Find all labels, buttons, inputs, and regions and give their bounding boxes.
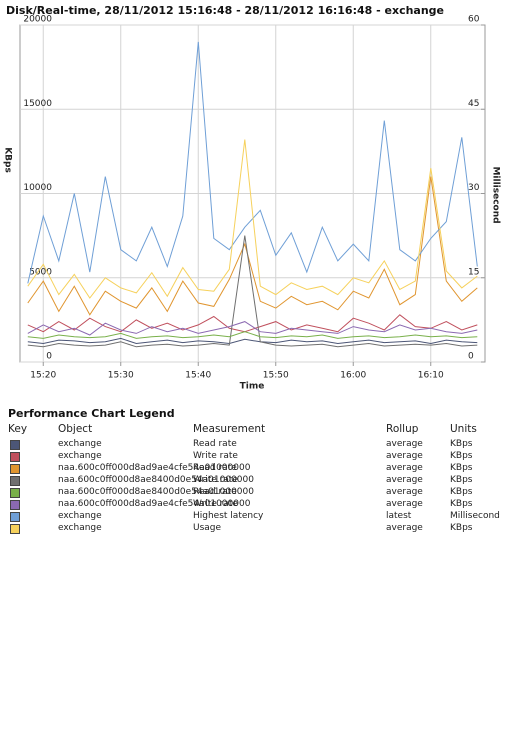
legend-measurement: Read rate [193,463,237,473]
x-tick-label: 15:50 [263,371,289,381]
y2-tick-label: 15 [468,267,479,277]
legend-measurement: Highest latency [193,511,264,521]
header-cell: Units [450,423,477,435]
x-tick-label: 16:00 [340,371,366,381]
series-line [27,41,478,284]
legend-measurement: Read rate [193,487,237,497]
legend-title: Performance Chart Legend [8,407,175,420]
legend-units: KBps [450,499,473,509]
legend-measurement: Write rate [193,475,238,485]
legend-object: naa.600c0ff000d8ae8400d0e54a01000000 [58,487,254,497]
legend-rollup: latest [386,511,412,521]
series-line [27,139,478,299]
x-tick-label: 16:10 [418,371,444,381]
legend-units: KBps [450,523,473,533]
legend-object: exchange [58,451,102,461]
legend-key [10,488,20,498]
legend-measurement: Usage [193,523,222,533]
legend-rollup: average [386,439,423,449]
chart-title: Disk/Real-time, 28/11/2012 15:16:48 - 28… [6,4,445,17]
y-tick-label: 20000 [23,15,52,25]
legend-rollup: average [386,499,423,509]
x-tick-label: 15:40 [185,371,211,381]
legend-rollup: average [386,475,423,485]
legend-key [10,464,20,474]
legend-row: naa.600c0ff000d8ad9ae4cfe54a01000000 Writ… [0,498,530,510]
series-line [27,235,478,348]
y-tick-label: 15000 [23,99,52,109]
y2-tick-label: 30 [468,183,480,193]
grid [20,24,485,363]
header-cell: Measurement [193,423,266,435]
series-line [27,176,478,316]
legend-units: Millisecond [450,511,500,521]
legend-rollup: average [386,463,423,473]
legend-key [10,500,20,510]
series-line [27,331,478,339]
legend-object: naa.600c0ff000d8ae8400d0e54a01000000 [58,475,254,485]
legend-row: exchange Highest latency latest Millisecond [0,510,530,522]
legend-row: naa.600c0ff000d8ae8400d0e54a01000000 Writ… [0,474,530,486]
series-line [27,321,478,336]
legend-row: exchange Read rate average KBps [0,438,530,450]
legend-header: Key Object Measurement Rollup Units [0,422,530,438]
legend-key [10,524,20,534]
legend-units: KBps [450,463,473,473]
y2-tick-label: 60 [468,15,480,25]
legend-key [10,512,20,522]
y2-tick-label: 45 [468,99,479,109]
header-cell: Key [8,423,28,435]
legend-units: KBps [450,439,473,449]
legend-object: exchange [58,523,102,533]
legend-object: exchange [58,439,102,449]
y-tick-label: 5000 [29,267,52,277]
legend-row: naa.600c0ff000d8ad9ae4cfe54a01000000 Read… [0,462,530,474]
legend-key [10,476,20,486]
legend-units: KBps [450,487,473,497]
legend-key [10,452,20,462]
legend-key [10,440,20,450]
legend-table: Key Object Measurement Rollup Units exch… [0,422,530,534]
x-tick-label: 15:20 [30,371,56,381]
x-axis-label: Time [240,382,265,392]
legend-measurement: Read rate [193,439,237,449]
legend-measurement: Write rate [193,499,238,509]
y-tick-label: 0 [46,352,52,362]
y-axis-label: KBps [3,147,13,173]
legend-row: exchange Usage average KBps [0,522,530,534]
legend-measurement: Write rate [193,451,238,461]
chart: KBps Millisecond Time 0 5000 10000 15000 200… [3,15,501,392]
legend-object: naa.600c0ff000d8ad9ae4cfe54a01000000 [58,499,251,509]
legend-rollup: average [386,487,423,497]
series-line [27,337,478,345]
legend-row: naa.600c0ff000d8ae8400d0e54a01000000 Read… [0,486,530,498]
y2-axis-label: Millisecond [491,166,501,223]
legend-object: exchange [58,511,102,521]
x-tick-label: 15:30 [108,371,134,381]
legend-units: KBps [450,451,473,461]
legend-rollup: average [386,451,423,461]
legend-rollup: average [386,523,423,533]
legend-units: KBps [450,475,473,485]
header-cell: Object [58,423,93,435]
legend-row: exchange Write rate average KBps [0,450,530,462]
header-cell: Rollup [386,423,419,435]
y-tick-label: 10000 [23,183,52,193]
legend-object: naa.600c0ff000d8ad9ae4cfe54a01000000 [58,463,251,473]
y2-tick-label: 0 [468,352,474,362]
